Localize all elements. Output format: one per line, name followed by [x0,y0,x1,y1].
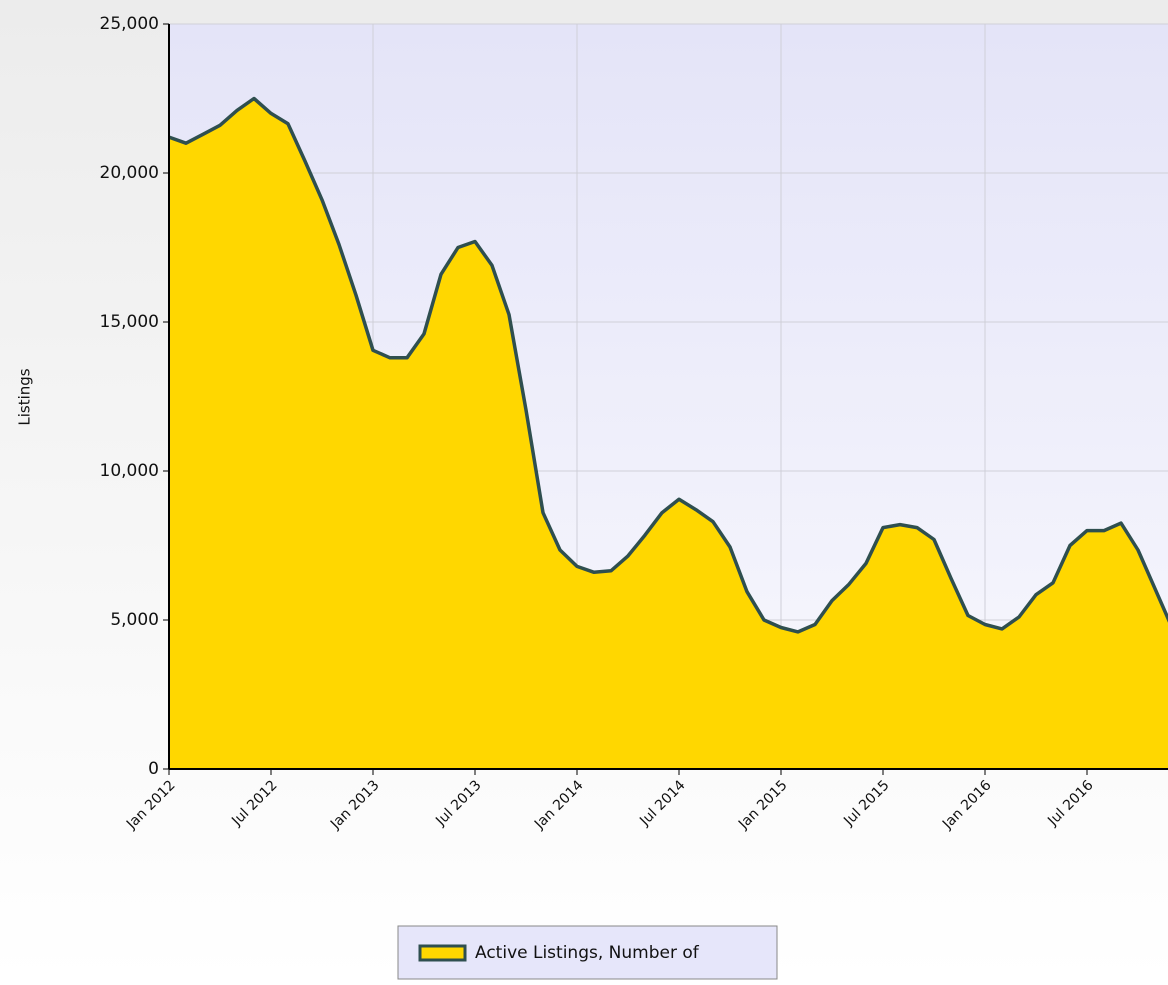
area [169,98,1168,769]
area-line [169,96,1168,634]
y-tick-label: 10,000 [100,461,159,481]
legend-swatch [418,944,467,962]
y-tick-label: 25,000 [100,14,159,34]
y-axis-label: Listings [16,368,34,425]
y-tick-label: 20,000 [100,163,159,183]
y-tick-label: 5,000 [110,610,159,630]
legend-label: Active Listings, Number of [475,943,700,963]
y-tick-label: 15,000 [100,312,159,332]
y-tick-label: 0 [148,759,159,779]
